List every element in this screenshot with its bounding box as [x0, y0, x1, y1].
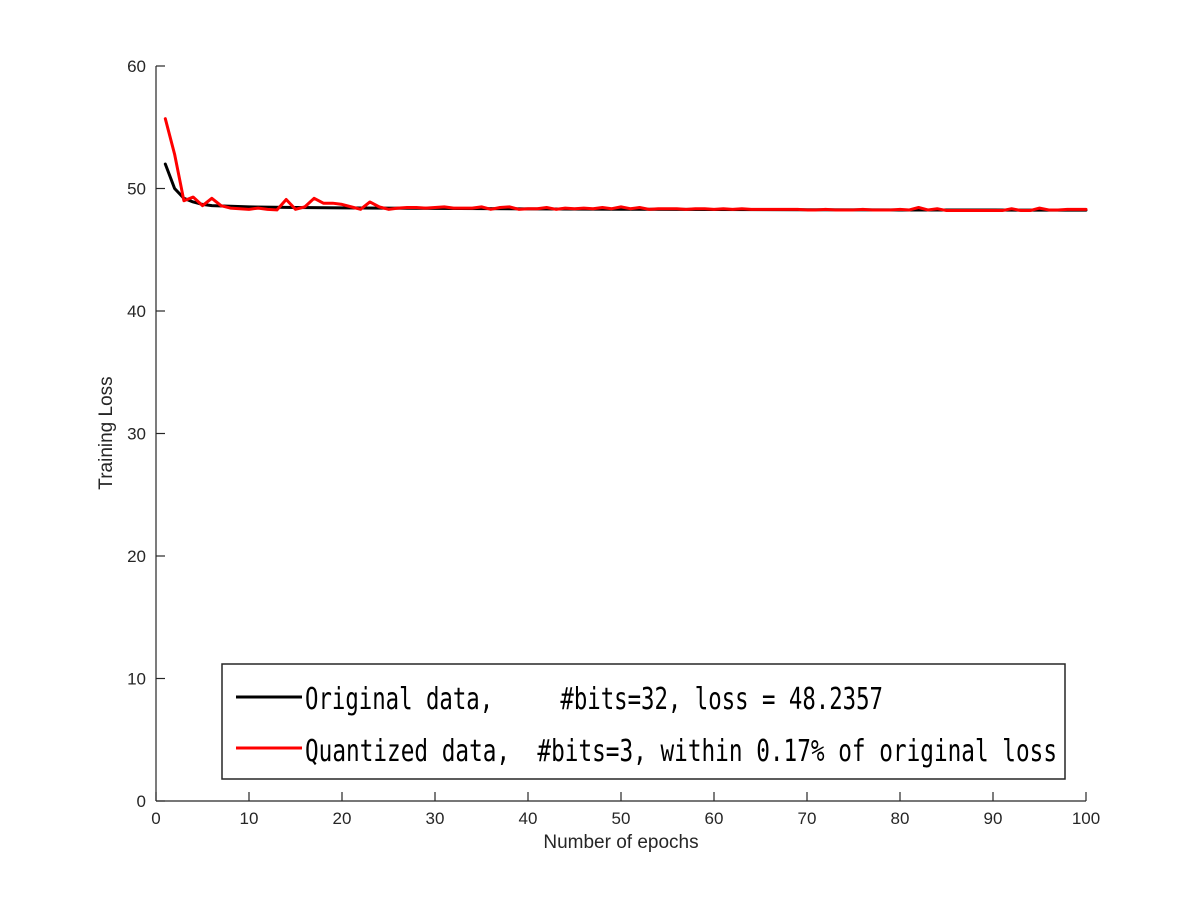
y-tick-label: 60 — [127, 57, 146, 76]
legend-box — [221, 663, 1066, 780]
series-line-original — [163, 162, 1088, 212]
y-tick-label: 20 — [127, 547, 146, 566]
legend-label-quantized: Quantized data, #bits=3, within 0.17% of… — [305, 734, 1057, 769]
x-tick-label: 80 — [891, 809, 910, 828]
y-axis-label: Training Loss — [96, 376, 117, 489]
x-tick-label: 40 — [519, 809, 538, 828]
y-tick-label: 40 — [127, 302, 146, 321]
series-line-quantized — [163, 117, 1088, 213]
x-tick-label: 10 — [240, 809, 259, 828]
y-tick-label: 10 — [127, 670, 146, 689]
x-tick-label: 60 — [705, 809, 724, 828]
x-tick-label: 70 — [798, 809, 817, 828]
x-tick-label: 30 — [426, 809, 445, 828]
y-tick-label: 0 — [137, 792, 146, 811]
x-tick-label: 90 — [984, 809, 1003, 828]
y-tick-label: 50 — [127, 180, 146, 199]
x-tick-label: 20 — [333, 809, 352, 828]
x-tick-label: 50 — [612, 809, 631, 828]
x-tick-label: 0 — [151, 809, 160, 828]
y-tick-label: 30 — [127, 425, 146, 444]
legend: Original data, #bits=32, loss = 48.2357 … — [221, 663, 1066, 780]
legend-label-original: Original data, #bits=32, loss = 48.2357 — [305, 682, 883, 717]
x-axis-label: Number of epochs — [543, 832, 698, 853]
x-tick-label: 100 — [1072, 809, 1100, 828]
